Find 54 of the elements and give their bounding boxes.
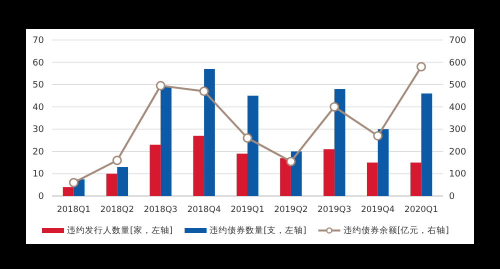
legend-label: 违约债券余额[亿元，右轴] [343,225,449,236]
point [330,102,340,112]
y-tick-label: 0 [38,192,44,202]
bar [280,158,291,196]
point [199,86,209,96]
bar [248,96,258,196]
bar [204,68,215,196]
bar [193,136,204,196]
bar [236,154,248,196]
point [68,178,78,188]
y-tick-label: 60 [32,58,44,68]
legend-label: 违约发行人数量[家，左轴] [67,225,173,236]
y2-tick-label: 600 [449,58,466,68]
y-tick-label: 40 [32,102,44,113]
point [242,133,252,143]
y-tick-label: 20 [32,147,44,158]
bar [366,162,378,196]
x-tick-label: 2019Q3 [318,205,352,215]
bar [160,86,172,196]
bar [150,144,161,196]
point [373,131,383,141]
bar [106,174,118,196]
x-tick-label: 2019Q2 [274,205,308,215]
bar [378,129,389,196]
y2-tick-label: 500 [449,80,466,91]
y-tick-label: 30 [32,125,44,136]
y2-tick-label: 0 [449,192,455,202]
point [416,62,426,72]
y-tick-label: 70 [32,36,44,46]
x-tick-label: 2018Q4 [187,205,221,215]
legend-label: 违约债券数量[支，左轴] [210,225,306,236]
bar [324,149,334,196]
bar [421,93,432,196]
y2-tick-label: 700 [449,36,466,46]
bar [290,151,302,196]
y-tick-label: 50 [32,80,44,91]
y2-tick-label: 100 [449,170,466,180]
x-tick-label: 2018Q1 [56,205,91,215]
point [286,156,296,166]
y2-tick-label: 200 [449,147,466,158]
x-tick-label: 2020Q1 [404,205,438,215]
point [156,80,166,90]
x-tick-label: 2018Q2 [100,205,134,215]
x-tick-label: 2019Q1 [230,205,264,215]
bar [334,89,346,196]
y2-tick-label: 400 [449,102,466,113]
x-tick-label: 2018Q3 [144,205,178,215]
bar [117,167,128,196]
bar [410,162,422,196]
y2-tick-label: 300 [449,125,466,136]
y-tick-label: 10 [32,170,44,180]
bar [62,187,74,196]
x-tick-label: 2019Q4 [360,205,395,215]
point [112,156,122,166]
